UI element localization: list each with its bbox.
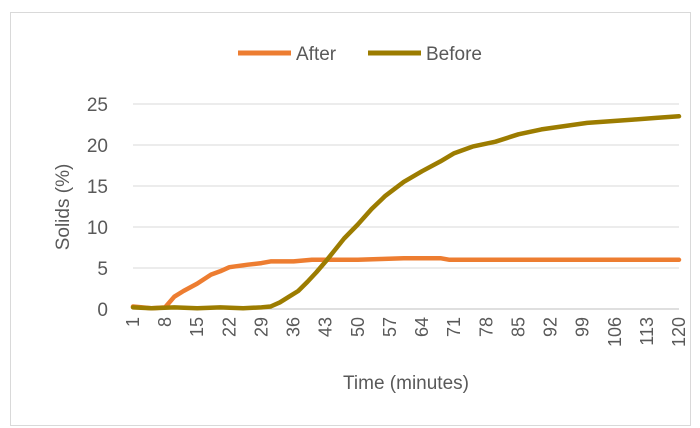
x-tick-label: 8 (155, 317, 175, 327)
legend: After Before (238, 44, 482, 65)
y-tick-label: 25 (87, 95, 108, 116)
y-tick-label: 20 (87, 136, 108, 157)
legend-item-after: After (238, 44, 337, 65)
chart-area-border (10, 12, 691, 426)
x-tick-label: 15 (187, 317, 207, 337)
legend-label-after: After (296, 44, 337, 65)
y-tick-label: 5 (97, 259, 108, 280)
x-tick-label: 85 (508, 317, 528, 337)
x-tick-label: 78 (476, 317, 496, 337)
x-tick-label: 22 (219, 317, 239, 337)
x-axis-title: Time (minutes) (343, 373, 469, 394)
x-tick-label: 113 (637, 317, 657, 346)
x-tick-label: 99 (573, 317, 593, 337)
x-tick-label: 92 (541, 317, 561, 337)
y-axis-tick-labels: 0 5 10 15 20 25 (87, 95, 108, 321)
x-tick-label: 71 (444, 317, 464, 337)
x-tick-label: 57 (380, 317, 400, 337)
legend-item-before: Before (368, 44, 482, 65)
y-tick-label: 10 (87, 218, 108, 239)
y-tick-label: 0 (97, 300, 108, 321)
y-tick-label: 15 (87, 177, 108, 198)
x-tick-label: 106 (605, 317, 625, 347)
x-tick-label: 36 (284, 317, 304, 337)
x-tick-label: 64 (412, 317, 432, 337)
x-tick-label: 1 (123, 317, 143, 327)
series-line-before (130, 114, 682, 311)
y-axis-title: Solids (%) (53, 164, 74, 251)
x-axis-tick-labels: 1 8 15 22 29 36 43 50 57 64 71 78 85 92 99 106 113 120 (123, 317, 689, 347)
x-tick-label: 43 (316, 317, 336, 337)
series-layer (130, 114, 682, 311)
legend-label-before: Before (426, 44, 482, 65)
x-tick-label: 120 (669, 317, 689, 347)
x-tick-label: 50 (348, 317, 368, 337)
x-tick-label: 29 (251, 317, 271, 337)
series-line-after (130, 255, 682, 311)
